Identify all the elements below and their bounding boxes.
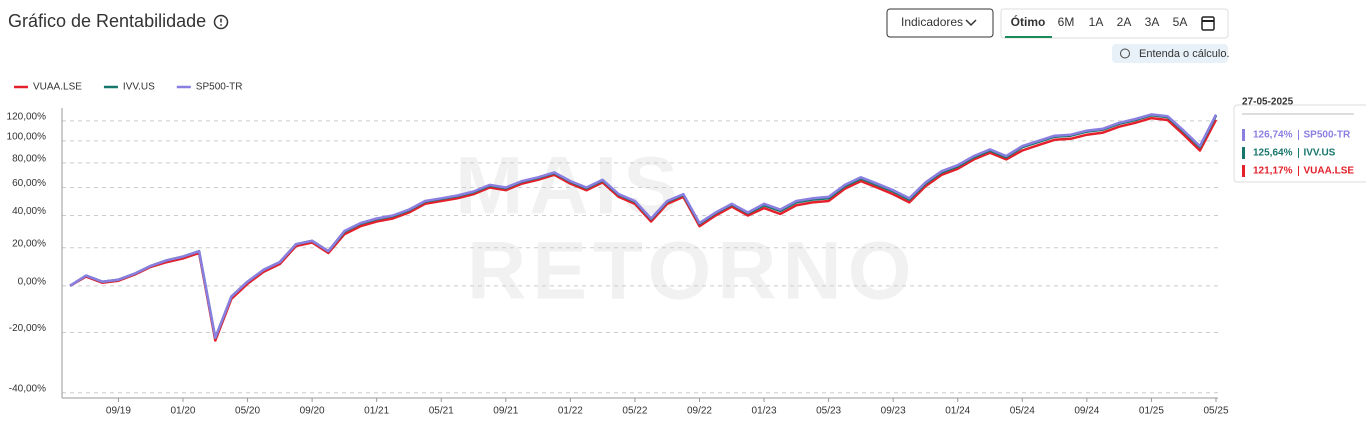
info-pill-text: Entenda o cálculo. [1139, 48, 1230, 60]
tooltip-swatch [1242, 129, 1245, 141]
indicators-label: Indicadores [901, 15, 963, 29]
y-tick-label: 20,00% [12, 238, 46, 249]
y-tick-label: -20,00% [9, 323, 46, 334]
tooltip-swatch [1242, 147, 1245, 159]
legend-label: VUAA.LSE [33, 82, 82, 93]
x-tick-label: 05/20 [235, 406, 260, 417]
tooltip-swatch [1242, 165, 1245, 177]
period-button[interactable]: 6M [1058, 15, 1075, 29]
y-tick-label: 0,00% [18, 276, 46, 287]
tooltip-value: 125,64% [1253, 148, 1293, 159]
x-tick-label: 01/22 [558, 406, 583, 417]
x-tick-label: 01/25 [1139, 406, 1164, 417]
y-tick-label: 120,00% [7, 112, 47, 123]
period-button[interactable]: Ótimo [1011, 14, 1046, 29]
period-button[interactable]: 3A [1145, 15, 1160, 29]
y-tick-label: 100,00% [7, 131, 47, 142]
watermark: RETORNO [467, 226, 918, 317]
period-button[interactable]: 1A [1089, 15, 1104, 29]
chevron [965, 19, 977, 27]
info-pill[interactable] [1112, 44, 1228, 63]
series-line [69, 116, 1218, 342]
x-tick-label: 01/21 [364, 406, 389, 417]
period-bar [1000, 8, 1229, 39]
series-line [69, 113, 1218, 340]
x-tick-label: 09/19 [106, 406, 131, 417]
period-button[interactable]: 5A [1173, 15, 1188, 29]
tooltip-name: VUAA.LSE [1303, 166, 1354, 177]
tooltip-name: SP500-TR [1303, 130, 1350, 141]
x-tick-label: 05/21 [429, 406, 454, 417]
y-tick-label: 40,00% [12, 206, 46, 217]
x-tick-label: 09/21 [493, 406, 518, 417]
indicators-button[interactable] [886, 8, 994, 38]
info-pill-icon [1120, 48, 1130, 59]
tooltip-name: IVV.US [1303, 148, 1335, 159]
tooltip-box [1233, 104, 1366, 183]
tooltip-value: 126,74% [1253, 130, 1293, 141]
info-icon [213, 14, 229, 30]
x-tick-label: 09/24 [1074, 406, 1099, 417]
calendar-icon[interactable] [1201, 16, 1215, 31]
x-tick-label: 05/23 [816, 406, 841, 417]
x-tick-label: 09/20 [300, 406, 325, 417]
x-tick-label: 09/22 [687, 406, 712, 417]
tooltip-value: 121,17% [1253, 166, 1293, 177]
tooltip-date: 27-05-2025 [1242, 97, 1294, 108]
x-tick-label: 01/24 [945, 406, 970, 417]
y-tick-label: -40,00% [9, 383, 46, 394]
x-tick-label: 05/24 [1010, 406, 1035, 417]
x-tick-label: 05/25 [1203, 406, 1228, 417]
x-tick-label: 01/23 [752, 406, 777, 417]
legend-label: IVV.US [123, 82, 155, 93]
legend-label: SP500-TR [196, 82, 243, 93]
page-title: Gráfico de Rentabilidade [8, 11, 206, 31]
x-tick-label: 09/23 [881, 406, 906, 417]
x-tick-label: 01/20 [170, 406, 195, 417]
y-tick-label: 80,00% [12, 154, 46, 165]
x-tick-label: 05/22 [622, 406, 647, 417]
period-button[interactable]: 2A [1117, 15, 1132, 29]
y-tick-label: 60,00% [12, 178, 46, 189]
